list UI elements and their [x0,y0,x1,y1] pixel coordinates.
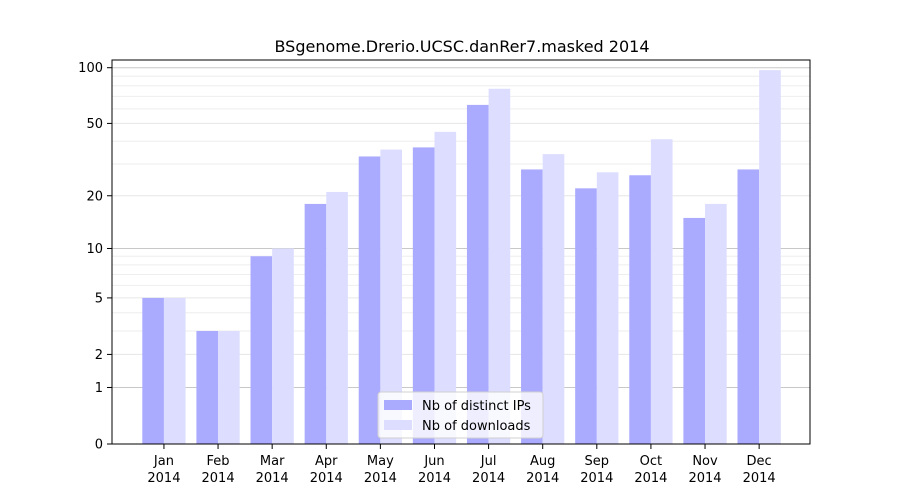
legend-swatch-downloads [384,420,412,430]
y-tick-label: 2 [95,348,103,363]
x-tick-label-month: Aug [530,454,555,469]
bar-downloads [759,70,781,444]
x-tick-label-month: Jul [480,454,497,469]
y-tick-label: 20 [86,189,103,204]
bar-distinct-ips [304,203,327,444]
x-tick-label-year: 2014 [147,471,180,486]
bar-distinct-ips [358,156,381,444]
x-tick-label-month: Dec [747,454,772,469]
x-tick-label-month: Nov [692,454,718,469]
bar-downloads [650,139,673,445]
bar-downloads [380,149,403,444]
x-tick-label-month: Oct [640,454,662,469]
y-tick-label: 50 [86,117,103,132]
y-tick-label: 100 [78,61,103,76]
x-tick-label-year: 2014 [472,471,505,486]
x-tick-label-year: 2014 [310,471,343,486]
x-tick-label-year: 2014 [580,471,613,486]
legend-swatch-distinct-ips [384,400,412,410]
bar-distinct-ips [683,217,706,444]
x-tick-label-month: Apr [315,454,338,469]
x-tick-label-year: 2014 [202,471,235,486]
bar-downloads [163,297,186,444]
y-tick-label: 0 [95,438,103,453]
bar-distinct-ips [737,169,760,444]
bar-distinct-ips [412,147,435,444]
bar-distinct-ips [250,256,273,444]
bar-downloads [705,203,727,444]
x-tick-label-month: Jun [423,454,444,469]
legend-label-distinct-ips: Nb of distinct IPs [422,399,531,414]
bar-downloads [434,131,457,444]
x-tick-label-year: 2014 [634,471,667,486]
x-tick-label-month: Mar [260,454,285,469]
x-tick-label-month: Sep [585,454,610,469]
bar-distinct-ips [575,188,597,444]
plot-frame [111,59,811,445]
bar-downloads [218,330,240,444]
y-tick-label: 5 [95,291,103,306]
chart-title: BSgenome.Drerio.UCSC.danRer7.masked 2014 [274,37,649,56]
x-tick-label-year: 2014 [688,471,721,486]
bar-downloads [488,88,511,445]
bar-distinct-ips [142,297,164,444]
x-tick-label-year: 2014 [256,471,289,486]
bar-distinct-ips [196,330,219,444]
y-tick-label: 1 [95,381,103,396]
bar-downloads [326,191,348,444]
bar-downloads [542,154,565,445]
bar-downloads [272,248,294,444]
bar-distinct-ips [521,169,543,444]
x-tick-label-year: 2014 [418,471,451,486]
x-tick-label-year: 2014 [526,471,559,486]
bar-distinct-ips [466,104,489,445]
legend-box [377,391,544,439]
x-tick-label-year: 2014 [364,471,397,486]
legend-label-downloads: Nb of downloads [422,419,531,434]
bars-layer [142,70,781,445]
legend: Nb of distinct IPs Nb of downloads [377,391,544,439]
grid-layer [112,67,810,445]
y-tick-label: 10 [86,242,103,257]
x-tick-label-month: May [367,454,394,469]
axes-layer: 0 1 2 5 10 20 50 100 Jan 2014 Feb 2014 Mar 2014 Apr 201… [78,59,811,486]
x-tick-label-month: Jan [153,454,174,469]
bar-distinct-ips [629,175,651,444]
x-tick-label-year: 2014 [743,471,776,486]
x-tick-label-month: Feb [207,454,230,469]
bar-downloads [596,172,619,445]
